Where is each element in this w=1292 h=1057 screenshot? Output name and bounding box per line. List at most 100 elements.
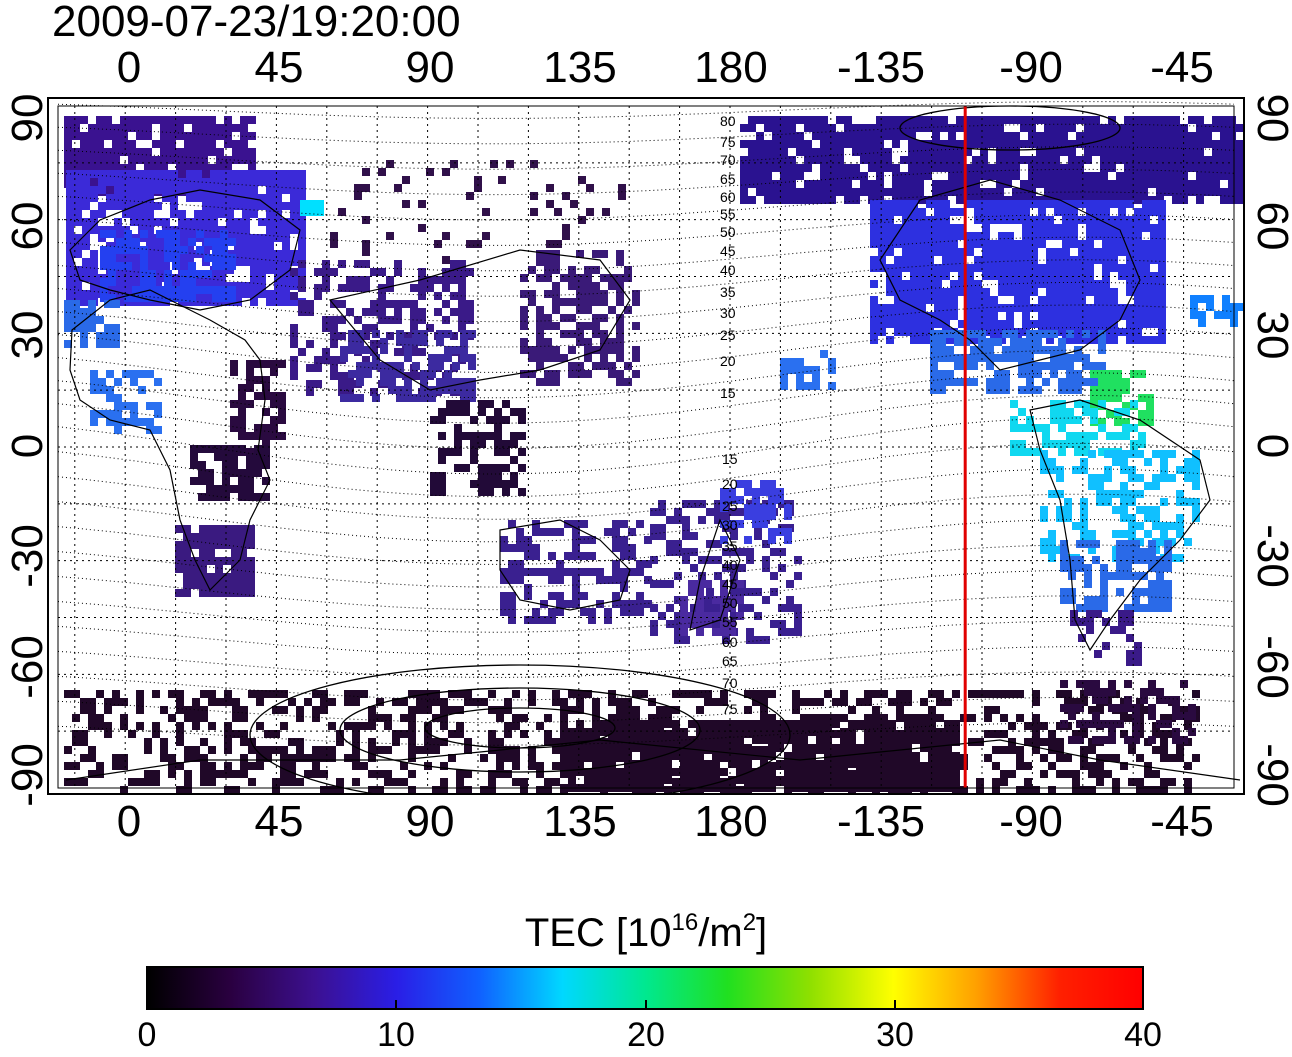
tec-cell	[238, 445, 246, 453]
tec-cell	[584, 776, 592, 784]
tec-cell	[1132, 704, 1140, 712]
tec-cell	[1070, 240, 1078, 248]
tec-cell	[704, 720, 712, 728]
tec-cell	[748, 164, 756, 172]
tec-cell	[112, 690, 120, 698]
tec-cell	[356, 378, 364, 386]
tec-cell	[247, 525, 255, 533]
tec-cell	[240, 770, 248, 778]
tec-cell	[1018, 346, 1026, 354]
tec-cell	[168, 116, 176, 124]
tec-cell	[772, 124, 780, 132]
tec-cell	[584, 306, 592, 314]
tec-cell	[1128, 450, 1136, 458]
tec-cell	[780, 172, 788, 180]
tec-cell	[210, 210, 218, 218]
tec-cell	[192, 706, 200, 714]
tec-cell	[934, 200, 942, 208]
tec-cell	[592, 776, 600, 784]
tec-cell	[176, 738, 184, 746]
tec-cell	[378, 308, 386, 316]
tec-cell	[720, 620, 728, 628]
tec-cell	[978, 346, 986, 354]
tec-cell	[832, 744, 840, 752]
tec-cell	[200, 140, 208, 148]
tec-cell	[438, 480, 446, 488]
tec-cell	[136, 778, 144, 786]
tec-cell	[986, 338, 994, 346]
tec-cell	[664, 714, 672, 722]
tec-cell	[290, 218, 298, 226]
tec-cell	[232, 730, 240, 738]
tec-cell	[436, 354, 444, 362]
tec-cell	[1054, 256, 1062, 264]
tec-cell	[1130, 424, 1138, 432]
tec-cell	[262, 477, 270, 485]
tec-cell	[658, 500, 666, 508]
tec-cell	[900, 188, 908, 196]
tec-cell	[432, 738, 440, 746]
tec-cell	[910, 272, 918, 280]
tec-cell	[178, 218, 186, 226]
tec-cell	[464, 770, 472, 778]
tec-cell	[298, 218, 306, 226]
tec-cell	[712, 720, 720, 728]
tec-cell	[1084, 172, 1092, 180]
tec-cell	[408, 690, 416, 698]
tec-cell	[1092, 680, 1100, 688]
tec-cell	[616, 768, 624, 776]
tec-cell	[402, 176, 410, 184]
tec-cell	[1114, 386, 1122, 394]
tec-cell	[1060, 680, 1068, 688]
tec-cell	[744, 480, 752, 488]
tec-cell	[231, 549, 239, 557]
tec-cell	[760, 776, 768, 784]
tec-cell	[282, 274, 290, 282]
tec-cell	[290, 332, 298, 340]
tec-cell	[954, 354, 962, 362]
tec-cell	[576, 760, 584, 768]
tec-cell	[262, 424, 270, 432]
tec-cell	[620, 576, 628, 584]
tec-cell	[788, 164, 796, 172]
tec-cell	[872, 752, 880, 760]
tec-cell	[886, 200, 894, 208]
tec-cell	[66, 218, 74, 226]
tec-cell	[1086, 224, 1094, 232]
tec-cell	[262, 440, 270, 448]
tec-cell	[112, 762, 120, 770]
tec-cell	[568, 744, 576, 752]
tec-cell	[1122, 402, 1130, 410]
tec-cell	[632, 322, 640, 330]
tec-cell	[552, 290, 560, 298]
tec-cell	[136, 116, 144, 124]
tec-cell	[234, 282, 242, 290]
tec-cell	[788, 180, 796, 188]
tec-cell	[1120, 762, 1128, 770]
tec-cell	[918, 208, 926, 216]
tec-cell	[990, 248, 998, 256]
tec-cell	[450, 260, 458, 268]
tec-cell	[658, 612, 666, 620]
tec-cell	[1044, 148, 1052, 156]
tec-cell	[264, 746, 272, 754]
tec-cell	[796, 116, 804, 124]
tec-cell	[346, 276, 354, 284]
tec-cell	[372, 330, 380, 338]
tec-cell	[384, 778, 392, 786]
tec-cell	[804, 196, 812, 204]
tec-cell	[1094, 232, 1102, 240]
tec-cell	[160, 140, 168, 148]
tec-cell	[1044, 172, 1052, 180]
tec-cell	[154, 426, 162, 434]
tec-cell	[544, 314, 552, 322]
tec-cell	[200, 714, 208, 722]
tec-cell	[1160, 730, 1168, 738]
tec-cell	[744, 488, 752, 496]
tec-cell	[664, 776, 672, 784]
tec-cell	[1124, 156, 1132, 164]
tec-cell	[876, 140, 884, 148]
tec-cell	[164, 254, 172, 262]
tec-cell	[500, 576, 508, 584]
tec-cell	[266, 298, 274, 306]
